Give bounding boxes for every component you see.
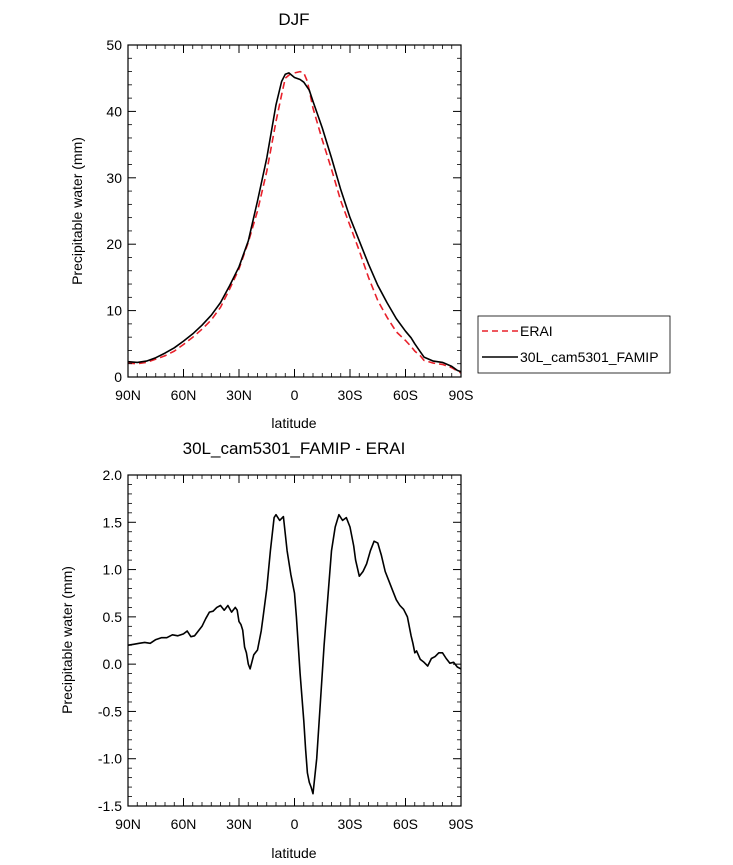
djf-ytick-label: 20 xyxy=(106,236,122,252)
djf-ytick-label: 50 xyxy=(106,37,122,53)
diff-ytick-label: 0.0 xyxy=(103,656,123,672)
diff-ytick-label: 2.0 xyxy=(103,467,123,483)
djf-xtick-label: 30N xyxy=(226,387,252,403)
diff-ytick-label: 0.5 xyxy=(103,609,123,625)
djf-xtick-label: 90N xyxy=(115,387,141,403)
diff-xtick-label: 90S xyxy=(449,816,474,832)
diff-ytick-label: 1.5 xyxy=(103,514,123,530)
djf-title: DJF xyxy=(278,10,309,29)
djf-ytick-label: 0 xyxy=(114,369,122,385)
legend: ERAI 30L_cam5301_FAMIP xyxy=(477,315,671,374)
djf-xtick-label: 60N xyxy=(171,387,197,403)
diff-xtick-label: 30N xyxy=(226,816,252,832)
djf-ytick-label: 10 xyxy=(106,303,122,319)
djf-plot-frame xyxy=(127,44,462,378)
legend-label-cam: 30L_cam5301_FAMIP xyxy=(520,349,659,365)
legend-label-erai: ERAI xyxy=(520,323,553,339)
diff-x-axis-label: latitude xyxy=(271,845,316,861)
djf-xtick-label: 0 xyxy=(291,387,299,403)
djf-ytick-label: 30 xyxy=(106,170,122,186)
djf-ytick-label: 40 xyxy=(106,103,122,119)
diff-xtick-label: 60S xyxy=(393,816,418,832)
diff-series-cam-line xyxy=(127,513,462,795)
diff-xtick-label: 30S xyxy=(338,816,363,832)
djf-x-axis-label: latitude xyxy=(271,415,316,431)
diff-xtick-label: 0 xyxy=(291,816,299,832)
djf-panel: DJF 90N 60N 30N 0 30S 60S 90S 0 10 20 30 40 50 latit… xyxy=(69,10,473,431)
diff-ytick-label: -0.5 xyxy=(98,703,122,719)
diff-title: 30L_cam5301_FAMIP - ERAI xyxy=(183,439,406,458)
diff-plot-frame xyxy=(127,474,462,807)
diff-ytick-label: 1.0 xyxy=(103,562,123,578)
diff-y-axis-label: Precipitable water (mm) xyxy=(59,566,75,714)
diff-ytick-label: -1.0 xyxy=(98,751,122,767)
djf-xtick-label: 90S xyxy=(449,387,474,403)
diff-panel: 30L_cam5301_FAMIP - ERAI 90N 60N 30N 0 30S 60… xyxy=(59,439,473,861)
diff-ytick-label: -1.5 xyxy=(98,798,122,814)
djf-y-axis-label: Precipitable water (mm) xyxy=(69,137,85,285)
legend-box xyxy=(477,315,671,374)
djf-series-erai-line xyxy=(127,70,462,374)
djf-series-cam-line xyxy=(127,72,462,373)
djf-xtick-label: 60S xyxy=(393,387,418,403)
diff-xtick-label: 60N xyxy=(171,816,197,832)
djf-xtick-label: 30S xyxy=(338,387,363,403)
diff-xtick-label: 90N xyxy=(115,816,141,832)
